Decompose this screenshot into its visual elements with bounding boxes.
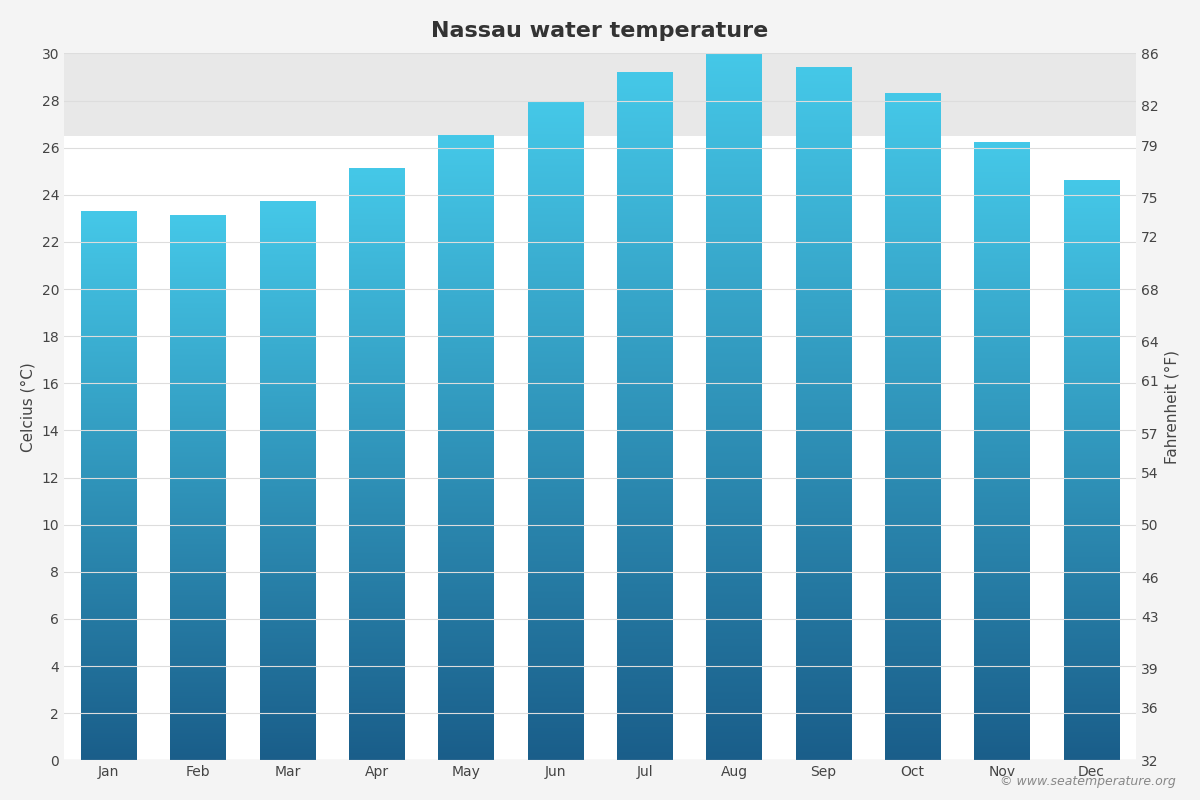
Y-axis label: Fahrenheit (°F): Fahrenheit (°F) xyxy=(1164,350,1180,464)
Text: © www.seatemperature.org: © www.seatemperature.org xyxy=(1001,775,1176,788)
Bar xyxy=(64,54,1136,136)
Title: Nassau water temperature: Nassau water temperature xyxy=(431,21,769,41)
Y-axis label: Celcius (°C): Celcius (°C) xyxy=(20,362,36,452)
